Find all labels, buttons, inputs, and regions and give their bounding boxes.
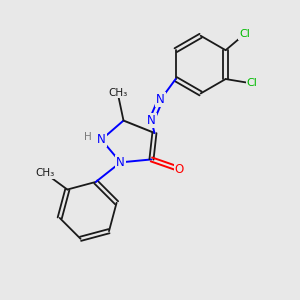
- Text: CH₃: CH₃: [108, 88, 127, 98]
- Text: N: N: [156, 93, 165, 106]
- Text: O: O: [175, 163, 184, 176]
- Text: CH₃: CH₃: [36, 168, 55, 178]
- Text: Cl: Cl: [239, 29, 250, 39]
- Text: H: H: [84, 132, 92, 142]
- Text: N: N: [116, 156, 125, 169]
- Text: N: N: [97, 133, 106, 146]
- Text: Cl: Cl: [247, 79, 258, 88]
- Text: N: N: [147, 114, 156, 127]
